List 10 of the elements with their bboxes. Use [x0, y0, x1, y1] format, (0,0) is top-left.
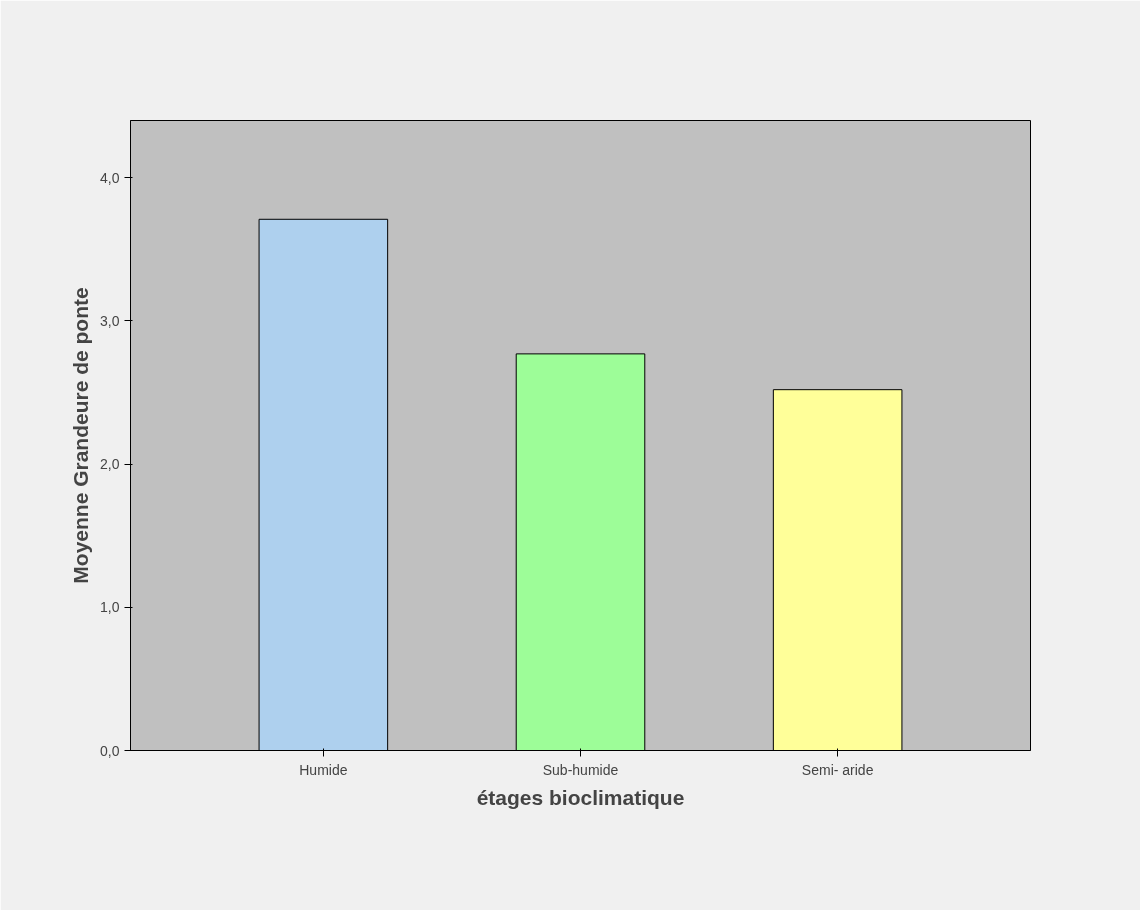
y-axis-title: Moyenne Grandeure de ponte	[69, 287, 93, 584]
y-tick-label: 2,0	[100, 456, 120, 473]
x-tick-label: Sub-humide	[542, 761, 619, 778]
y-tick-label: 3,0	[100, 312, 120, 329]
y-tick-label: 4,0	[100, 169, 120, 186]
y-tick-label: 0,0	[100, 742, 120, 759]
x-axis-title: étages bioclimatique	[476, 785, 685, 809]
y-tick-label: 1,0	[100, 599, 120, 616]
x-tick-label: Semi- aride	[801, 761, 874, 778]
x-tick-label: Humide	[299, 761, 348, 778]
